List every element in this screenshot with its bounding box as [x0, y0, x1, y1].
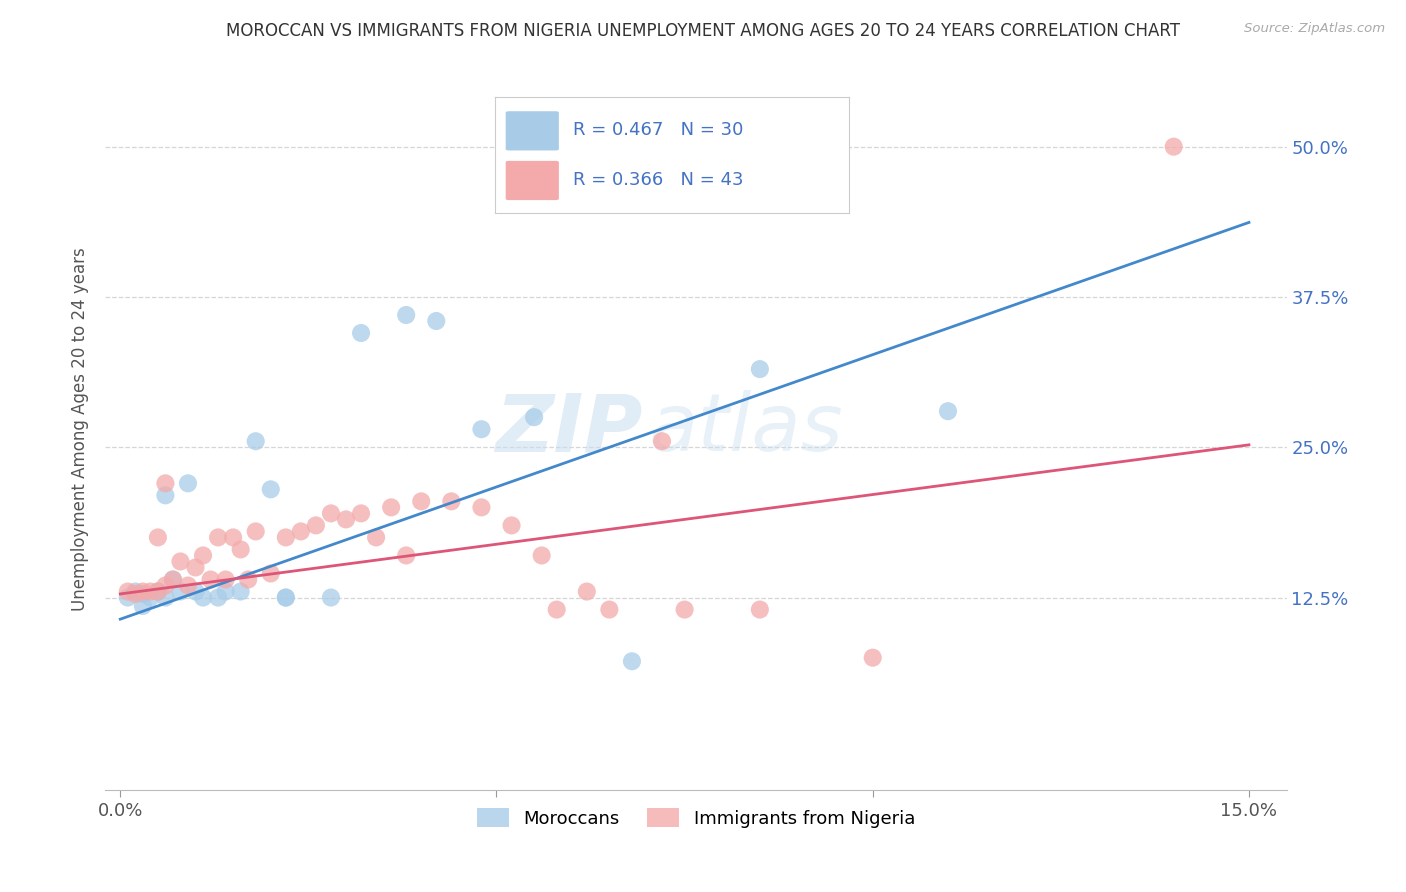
- Point: [146, 584, 169, 599]
- Point: [395, 308, 418, 322]
- Point: [207, 591, 229, 605]
- Point: [748, 362, 770, 376]
- Point: [523, 410, 546, 425]
- Point: [117, 591, 139, 605]
- Point: [169, 584, 191, 599]
- Point: [501, 518, 523, 533]
- Point: [214, 584, 236, 599]
- Point: [155, 591, 177, 605]
- Point: [117, 584, 139, 599]
- Point: [651, 434, 673, 449]
- Point: [290, 524, 312, 539]
- Point: [155, 578, 177, 592]
- Point: [229, 542, 252, 557]
- Point: [184, 584, 207, 599]
- Point: [245, 434, 267, 449]
- Point: [440, 494, 463, 508]
- Point: [146, 584, 169, 599]
- Point: [274, 530, 297, 544]
- Legend: Moroccans, Immigrants from Nigeria: Moroccans, Immigrants from Nigeria: [470, 801, 922, 835]
- Text: Source: ZipAtlas.com: Source: ZipAtlas.com: [1244, 22, 1385, 36]
- Point: [260, 483, 283, 497]
- Point: [364, 530, 387, 544]
- Point: [260, 566, 283, 581]
- Point: [191, 591, 214, 605]
- Point: [350, 326, 373, 340]
- Point: [748, 602, 770, 616]
- Point: [200, 573, 222, 587]
- Point: [350, 507, 373, 521]
- Point: [132, 599, 155, 613]
- Point: [546, 602, 568, 616]
- Point: [146, 530, 169, 544]
- Point: [191, 549, 214, 563]
- Point: [319, 507, 342, 521]
- Point: [862, 650, 884, 665]
- Point: [1163, 139, 1185, 153]
- Point: [146, 584, 169, 599]
- Point: [530, 549, 553, 563]
- Point: [169, 554, 191, 568]
- Point: [139, 591, 162, 605]
- Point: [229, 584, 252, 599]
- Point: [207, 530, 229, 544]
- Point: [335, 512, 357, 526]
- Point: [598, 602, 620, 616]
- Point: [214, 573, 236, 587]
- Point: [470, 500, 492, 515]
- Point: [132, 587, 155, 601]
- Point: [124, 587, 146, 601]
- Point: [425, 314, 447, 328]
- Point: [155, 476, 177, 491]
- Point: [575, 584, 598, 599]
- Point: [319, 591, 342, 605]
- Point: [139, 584, 162, 599]
- Point: [222, 530, 245, 544]
- Y-axis label: Unemployment Among Ages 20 to 24 years: Unemployment Among Ages 20 to 24 years: [72, 247, 89, 611]
- Point: [411, 494, 433, 508]
- Point: [162, 573, 184, 587]
- Point: [245, 524, 267, 539]
- Point: [305, 518, 328, 533]
- Point: [470, 422, 492, 436]
- Point: [177, 578, 200, 592]
- Point: [620, 654, 643, 668]
- Point: [132, 584, 155, 599]
- Point: [238, 573, 260, 587]
- Point: [155, 488, 177, 502]
- Text: ZIP: ZIP: [495, 390, 643, 468]
- Point: [177, 476, 200, 491]
- Point: [395, 549, 418, 563]
- Point: [673, 602, 696, 616]
- Point: [162, 573, 184, 587]
- Point: [274, 591, 297, 605]
- Point: [274, 591, 297, 605]
- Point: [936, 404, 959, 418]
- Point: [124, 584, 146, 599]
- Text: atlas: atlas: [648, 390, 844, 468]
- Point: [184, 560, 207, 574]
- Point: [380, 500, 402, 515]
- Text: MOROCCAN VS IMMIGRANTS FROM NIGERIA UNEMPLOYMENT AMONG AGES 20 TO 24 YEARS CORRE: MOROCCAN VS IMMIGRANTS FROM NIGERIA UNEM…: [226, 22, 1180, 40]
